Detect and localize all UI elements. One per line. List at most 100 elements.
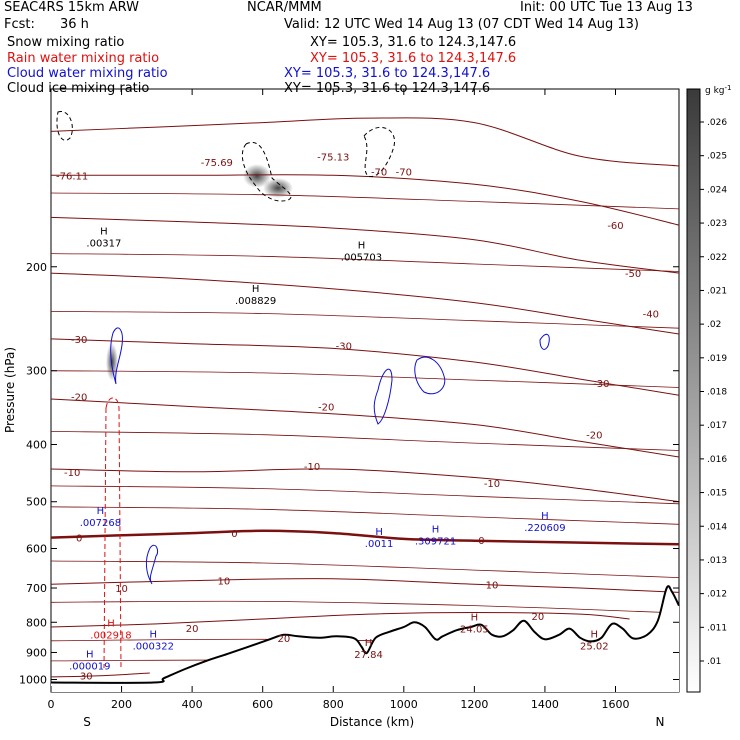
max-marker-h: H (541, 511, 549, 522)
freezing-layer (51, 529, 679, 546)
max-marker-value: .007268 (80, 518, 121, 529)
max-marker-value: .002918 (90, 631, 131, 642)
cloud-contour-west (110, 327, 123, 385)
isotherm-minor-1 (51, 253, 679, 272)
field-rain-xy: XY= 105.3, 31.6 to 124.3,147.6 (310, 51, 517, 66)
max-marker: H.00317 (86, 227, 121, 250)
max-marker-value: 24.05 (460, 624, 489, 635)
y-tick-label: 200 (26, 261, 47, 274)
max-marker-h: H (86, 649, 94, 660)
isotherm-minor-6 (51, 506, 679, 525)
snow-contours (56, 111, 395, 202)
y-tick-label: 900 (26, 646, 47, 659)
colorbar-tick-label: .011 (707, 623, 727, 633)
colorbar-tick-label: .02 (707, 320, 721, 330)
max-marker-value: .005703 (341, 253, 382, 264)
isotherm-label: -30 (336, 342, 352, 353)
colorbar-tick-label: .025 (707, 152, 727, 162)
max-marker: H.000019 (69, 649, 110, 672)
colorbar-tick-label: .024 (707, 185, 727, 195)
max-marker: H.220609 (524, 511, 565, 534)
colorbar-tick-label: .016 (707, 455, 727, 465)
colorbar-tick-label: .017 (707, 421, 727, 431)
colorbar-tick-label: .013 (707, 556, 727, 566)
max-marker: H.007268 (80, 506, 121, 529)
isotherm-layer (51, 117, 679, 678)
x-tick-label: 600 (252, 698, 273, 711)
field-snow-xy: XY= 105.3, 31.6 to 124.3,147.6 (310, 35, 517, 50)
isotherm-label: 0 (76, 534, 82, 545)
colorbar-tick-label: .018 (707, 388, 727, 398)
axis-layer: 0 200 400 600 800 1000 1200 1400 160020030040050… (19, 89, 679, 711)
isotherm-label: -50 (625, 269, 641, 280)
max-marker: H.002918 (90, 619, 131, 642)
model-name: SEAC4RS 15km ARW (4, 0, 140, 15)
isotherm-label: -40 (643, 310, 659, 321)
max-marker-value: 25.02 (580, 641, 609, 652)
max-marker-h: H (471, 612, 479, 623)
max-marker: H.309721 (415, 525, 456, 548)
snow-contour-east (363, 126, 395, 178)
init-time: Init: 00 UTC Tue 13 Aug 13 (520, 0, 693, 15)
max-marker-h: H (97, 506, 105, 517)
y-tick-label: 400 (26, 439, 47, 452)
colorbar-ticks: .01 .011 .012 .013 .014 .015 .016 .017 .018 .019.… (700, 118, 727, 667)
max-marker-value: .000019 (69, 661, 110, 672)
isotherm-label: -10 (64, 468, 80, 479)
rain-contours (103, 397, 122, 669)
field-rain-name: Rain water mixing ratio (7, 51, 160, 66)
y-tick-label: 300 (26, 365, 47, 378)
valid-time: Valid: 12 UTC Wed 14 Aug 13 (07 CDT Wed … (284, 17, 639, 32)
colorbar-tick-label: .023 (707, 219, 727, 229)
max-marker-h: H (107, 619, 115, 630)
max-marker-value: .0011 (365, 539, 394, 550)
max-marker-value: .00317 (86, 239, 121, 250)
organization: NCAR/MMM (247, 0, 322, 15)
isotherm-label: -10 (484, 479, 500, 490)
colorbar-tick-label: .026 (707, 118, 727, 128)
max-marker-value: 27.84 (354, 650, 383, 661)
isotherm-minus50 (51, 216, 679, 274)
max-marker-h: H (358, 241, 366, 252)
rain-contour-east-edge (105, 397, 122, 669)
isotherm-label: -70 (396, 168, 412, 179)
isotherm-label: -30 (593, 379, 609, 390)
isotherm-minus60 (51, 174, 679, 226)
isotherm-20 (51, 611, 630, 628)
max-marker-h: H (591, 629, 599, 640)
x-tick-label: 1200 (460, 698, 488, 711)
x-axis-right-label: N (656, 715, 665, 729)
rain-contour-west-edge (103, 407, 107, 669)
isotherm-label: 30 (80, 672, 93, 683)
x-axis-left-label: S (83, 715, 91, 729)
max-marker-h: H (365, 638, 373, 649)
isotherm-label: -20 (586, 431, 602, 442)
y-tick-label: 800 (26, 616, 47, 629)
max-marker-h: H (432, 525, 440, 536)
isotherm-minus30 (51, 338, 679, 396)
max-marker: H.0011 (365, 527, 394, 550)
snow-contour-west (56, 111, 73, 141)
y-tick-label: 700 (26, 582, 47, 595)
max-marker-value: .309721 (415, 537, 456, 548)
isotherm-label: -30 (71, 335, 87, 346)
max-marker-value: .000322 (133, 641, 174, 652)
x-tick-label: 200 (111, 698, 132, 711)
y-tick-label: 600 (26, 542, 47, 555)
cloud-contour-low (145, 544, 159, 585)
colorbar-unit: g kg-1 (705, 84, 731, 96)
isotherm-label: 10 (115, 584, 128, 595)
isotherm-minus10 (51, 468, 679, 503)
max-marker-value: .008829 (235, 296, 276, 307)
field-cloud-name: Cloud water mixing ratio (7, 66, 168, 81)
max-marker: H.000322 (133, 629, 174, 652)
colorbar-tick-label: .021 (707, 286, 727, 296)
field-cloud-xy: XY= 105.3, 31.6 to 124.3,147.6 (284, 66, 491, 81)
max-marker: H24.05 (460, 612, 489, 635)
max-marker-h: H (100, 227, 108, 238)
x-tick-label: 800 (323, 698, 344, 711)
isotherm-minor-7 (51, 560, 679, 578)
isotherm-10 (51, 578, 679, 593)
isotherm-label: -20 (318, 403, 334, 414)
